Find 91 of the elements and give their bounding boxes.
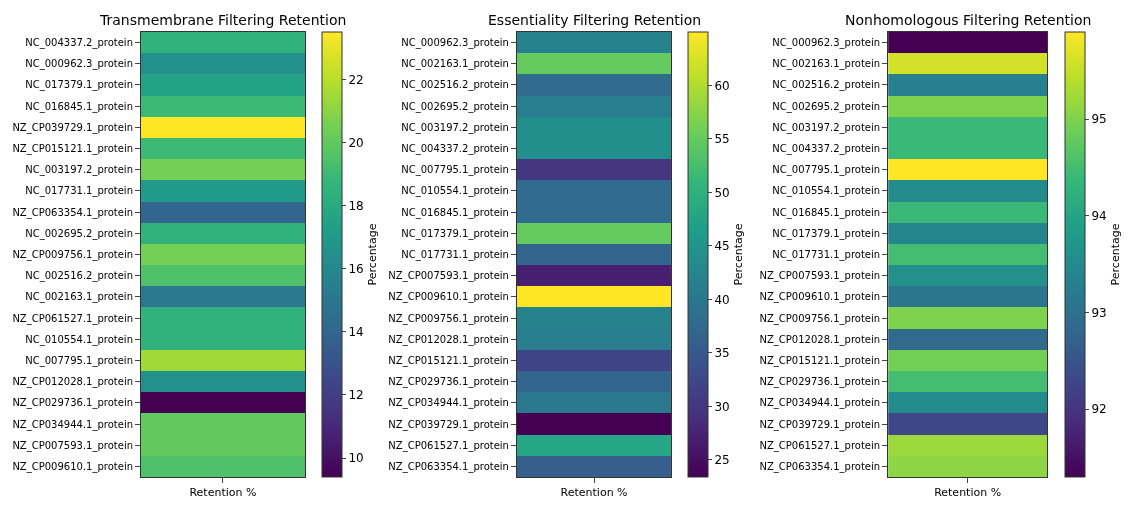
y-tick-label: NZ_CP029736.1_protein: [12, 397, 133, 410]
color-bar-label: 45: [714, 239, 730, 254]
y-tick-label: NZ_CP009756.1_protein: [759, 312, 881, 325]
y-tick-label: NC_007795.1_protein: [772, 164, 881, 177]
y-tick-label: NC_002516.2_protein: [772, 79, 881, 92]
y-tick-label: NZ_CP015121.1_protein: [759, 354, 881, 367]
y-tick-label: NC_017379.1_protein: [772, 227, 881, 240]
y-tick-label: NC_004337.2_protein: [25, 37, 133, 50]
y-tick-label: NC_017379.1_protein: [25, 79, 133, 92]
color-bar-label: 55: [714, 132, 730, 147]
y-tick-label: NC_002163.1_protein: [772, 58, 881, 71]
x-tick-label: Retention %: [934, 486, 1002, 500]
color-bar-label: 30: [714, 399, 730, 414]
color-bar-title: Percentage: [731, 223, 745, 286]
color-bar-label: 12: [348, 388, 364, 403]
y-tick-label: NC_017731.1_protein: [772, 249, 881, 261]
y-tick-label: NC_000962.3_protein: [401, 37, 509, 50]
color-bar-label: 14: [348, 325, 364, 340]
y-tick-label: NZ_CP007593.1_protein: [759, 270, 881, 283]
color-bar-label: 40: [714, 292, 730, 307]
color-bar-label: 50: [714, 185, 730, 200]
y-tick-label: NC_016845.1_protein: [25, 100, 133, 113]
y-tick-label: NZ_CP061527.1_protein: [759, 439, 881, 452]
color-bar-label: 25: [714, 453, 730, 468]
y-tick-label: NC_000962.3_protein: [772, 37, 881, 50]
y-tick-label: NC_017731.1_protein: [401, 249, 509, 261]
y-tick-label: NZ_CP007593.1_protein: [12, 439, 133, 452]
y-tick-label: NZ_CP012028.1_protein: [388, 333, 509, 346]
y-tick-label: NC_002163.1_protein: [401, 58, 509, 71]
y-tick-label: NC_002516.2_protein: [401, 79, 509, 92]
y-tick-label: NC_016845.1_protein: [401, 206, 509, 219]
color-bar-label: 20: [348, 135, 364, 150]
y-tick-label: NZ_CP039729.1_protein: [759, 418, 881, 431]
y-tick-label: NZ_CP009756.1_protein: [388, 312, 509, 325]
color-bar-label: 92: [1091, 402, 1107, 417]
y-tick-label: NZ_CP034944.1_protein: [12, 418, 133, 431]
y-tick-label: NZ_CP039729.1_protein: [12, 121, 133, 134]
y-tick-label: NC_000962.3_protein: [25, 58, 133, 71]
y-tick-label: NZ_CP015121.1_protein: [388, 354, 509, 367]
chart-title: Essentiality Filtering Retention: [488, 12, 702, 28]
color-bar-label: 94: [1091, 209, 1107, 223]
chart-title: Nonhomologous Filtering Retention: [845, 12, 1092, 28]
color-bar-title: Percentage: [365, 223, 379, 286]
y-tick-label: NC_017731.1_protein: [25, 185, 133, 198]
y-tick-label: NC_002695.2_protein: [25, 227, 133, 240]
y-tick-label: NZ_CP012028.1_protein: [759, 333, 881, 346]
y-tick-label: NC_004337.2_protein: [401, 143, 509, 156]
y-tick-label: NZ_CP009610.1_protein: [759, 291, 881, 304]
y-tick-label: NZ_CP061527.1_protein: [388, 439, 509, 452]
y-tick-label: NZ_CP061527.1_protein: [12, 312, 133, 325]
y-tick-label: NC_003197.2_protein: [25, 164, 133, 177]
x-tick-label: Retention %: [560, 486, 628, 500]
x-tick-label: Retention %: [189, 486, 257, 500]
y-tick-label: NC_017379.1_protein: [401, 227, 509, 240]
y-tick-label: NZ_CP009610.1_protein: [12, 460, 133, 473]
color-bar-label: 93: [1091, 305, 1107, 320]
y-tick-label: NZ_CP034944.1_protein: [759, 397, 881, 410]
y-tick-label: NC_007795.1_protein: [25, 354, 133, 367]
color-bar-title: Percentage: [1108, 223, 1122, 286]
y-tick-label: NC_010554.1_protein: [25, 333, 133, 346]
y-tick-label: NZ_CP009756.1_protein: [12, 249, 133, 261]
color-bar-label: 35: [714, 346, 730, 361]
y-tick-label: NC_010554.1_protein: [401, 185, 509, 198]
y-tick-label: NC_007795.1_protein: [401, 164, 509, 177]
color-bar-label: 60: [714, 78, 730, 93]
y-tick-label: NZ_CP029736.1_protein: [388, 376, 509, 389]
y-tick-label: NC_002695.2_protein: [772, 100, 881, 113]
color-bar-label: 22: [348, 72, 364, 87]
y-tick-label: NZ_CP015121.1_protein: [12, 143, 133, 156]
color-bar-label: 16: [348, 261, 364, 276]
y-tick-label: NZ_CP029736.1_protein: [759, 376, 881, 389]
color-bar-label: 18: [348, 198, 364, 213]
y-tick-label: NC_003197.2_protein: [772, 121, 881, 134]
y-tick-label: NZ_CP034944.1_protein: [388, 397, 509, 410]
y-tick-label: NZ_CP009610.1_protein: [388, 291, 509, 304]
y-tick-label: NZ_CP007593.1_protein: [388, 270, 509, 283]
y-tick-label: NC_002163.1_protein: [25, 291, 133, 304]
y-tick-label: NC_004337.2_protein: [772, 143, 881, 156]
y-tick-label: NC_002695.2_protein: [401, 100, 509, 113]
color-bar-label: 10: [348, 451, 364, 466]
y-tick-label: NZ_CP063354.1_protein: [388, 460, 509, 473]
chart-title: Transmembrane Filtering Retention: [99, 12, 347, 28]
y-tick-label: NC_003197.2_protein: [401, 121, 509, 134]
y-tick-label: NC_002516.2_protein: [25, 270, 133, 283]
y-tick-label: NZ_CP039729.1_protein: [388, 418, 509, 431]
y-tick-label: NZ_CP063354.1_protein: [12, 206, 133, 219]
y-tick-label: NZ_CP063354.1_protein: [759, 460, 881, 473]
y-tick-label: NZ_CP012028.1_protein: [12, 376, 133, 389]
y-tick-label: NC_016845.1_protein: [772, 206, 881, 219]
color-bar-label: 95: [1091, 112, 1107, 127]
y-tick-label: NC_010554.1_protein: [772, 185, 881, 198]
